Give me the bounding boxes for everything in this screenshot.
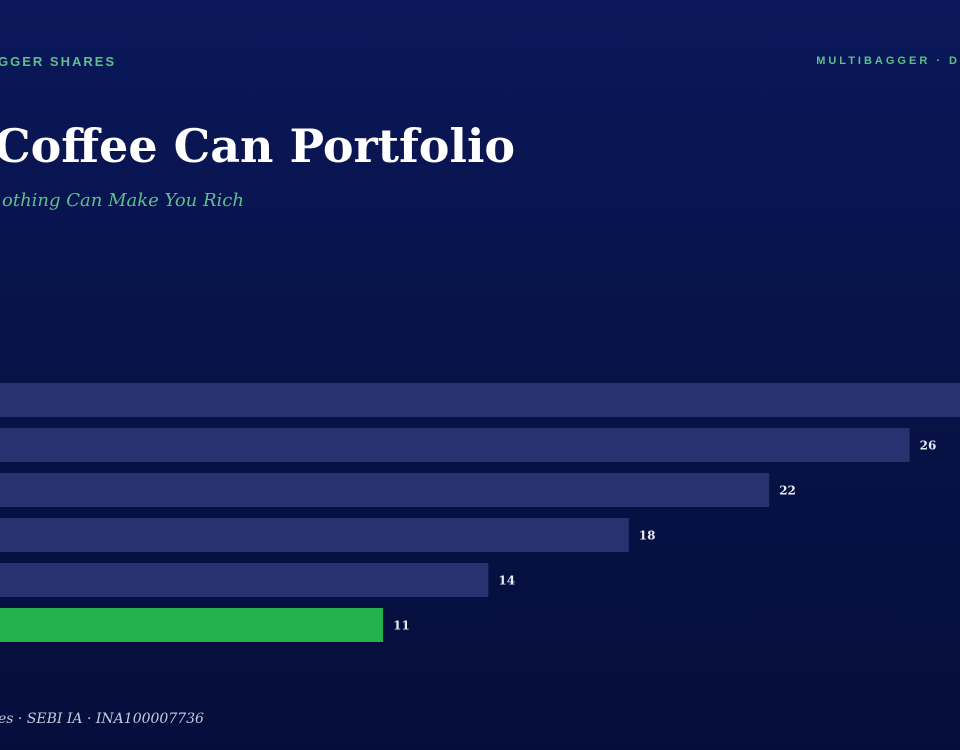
kicker: GGER SHARES [0,54,116,69]
footer: es · SEBI IA · INA100007736 [0,711,204,727]
brand: MULTIBAGGER · D [816,55,960,67]
bar [0,608,384,642]
subtitle: othing Can Make You Rich [2,190,244,211]
value-label: 22 [779,484,796,498]
bar [0,518,629,552]
value-label: 18 [639,529,656,543]
title: Coffee Can Portfolio [0,119,515,173]
value-label: 14 [498,574,515,588]
bar [0,428,910,462]
value-label: 11 [393,619,410,633]
value-label: 26 [920,439,937,453]
bar-chart: 26 22 18 14 11 [0,383,960,642]
bar [0,473,770,507]
bar [0,563,489,597]
bar [0,383,960,417]
